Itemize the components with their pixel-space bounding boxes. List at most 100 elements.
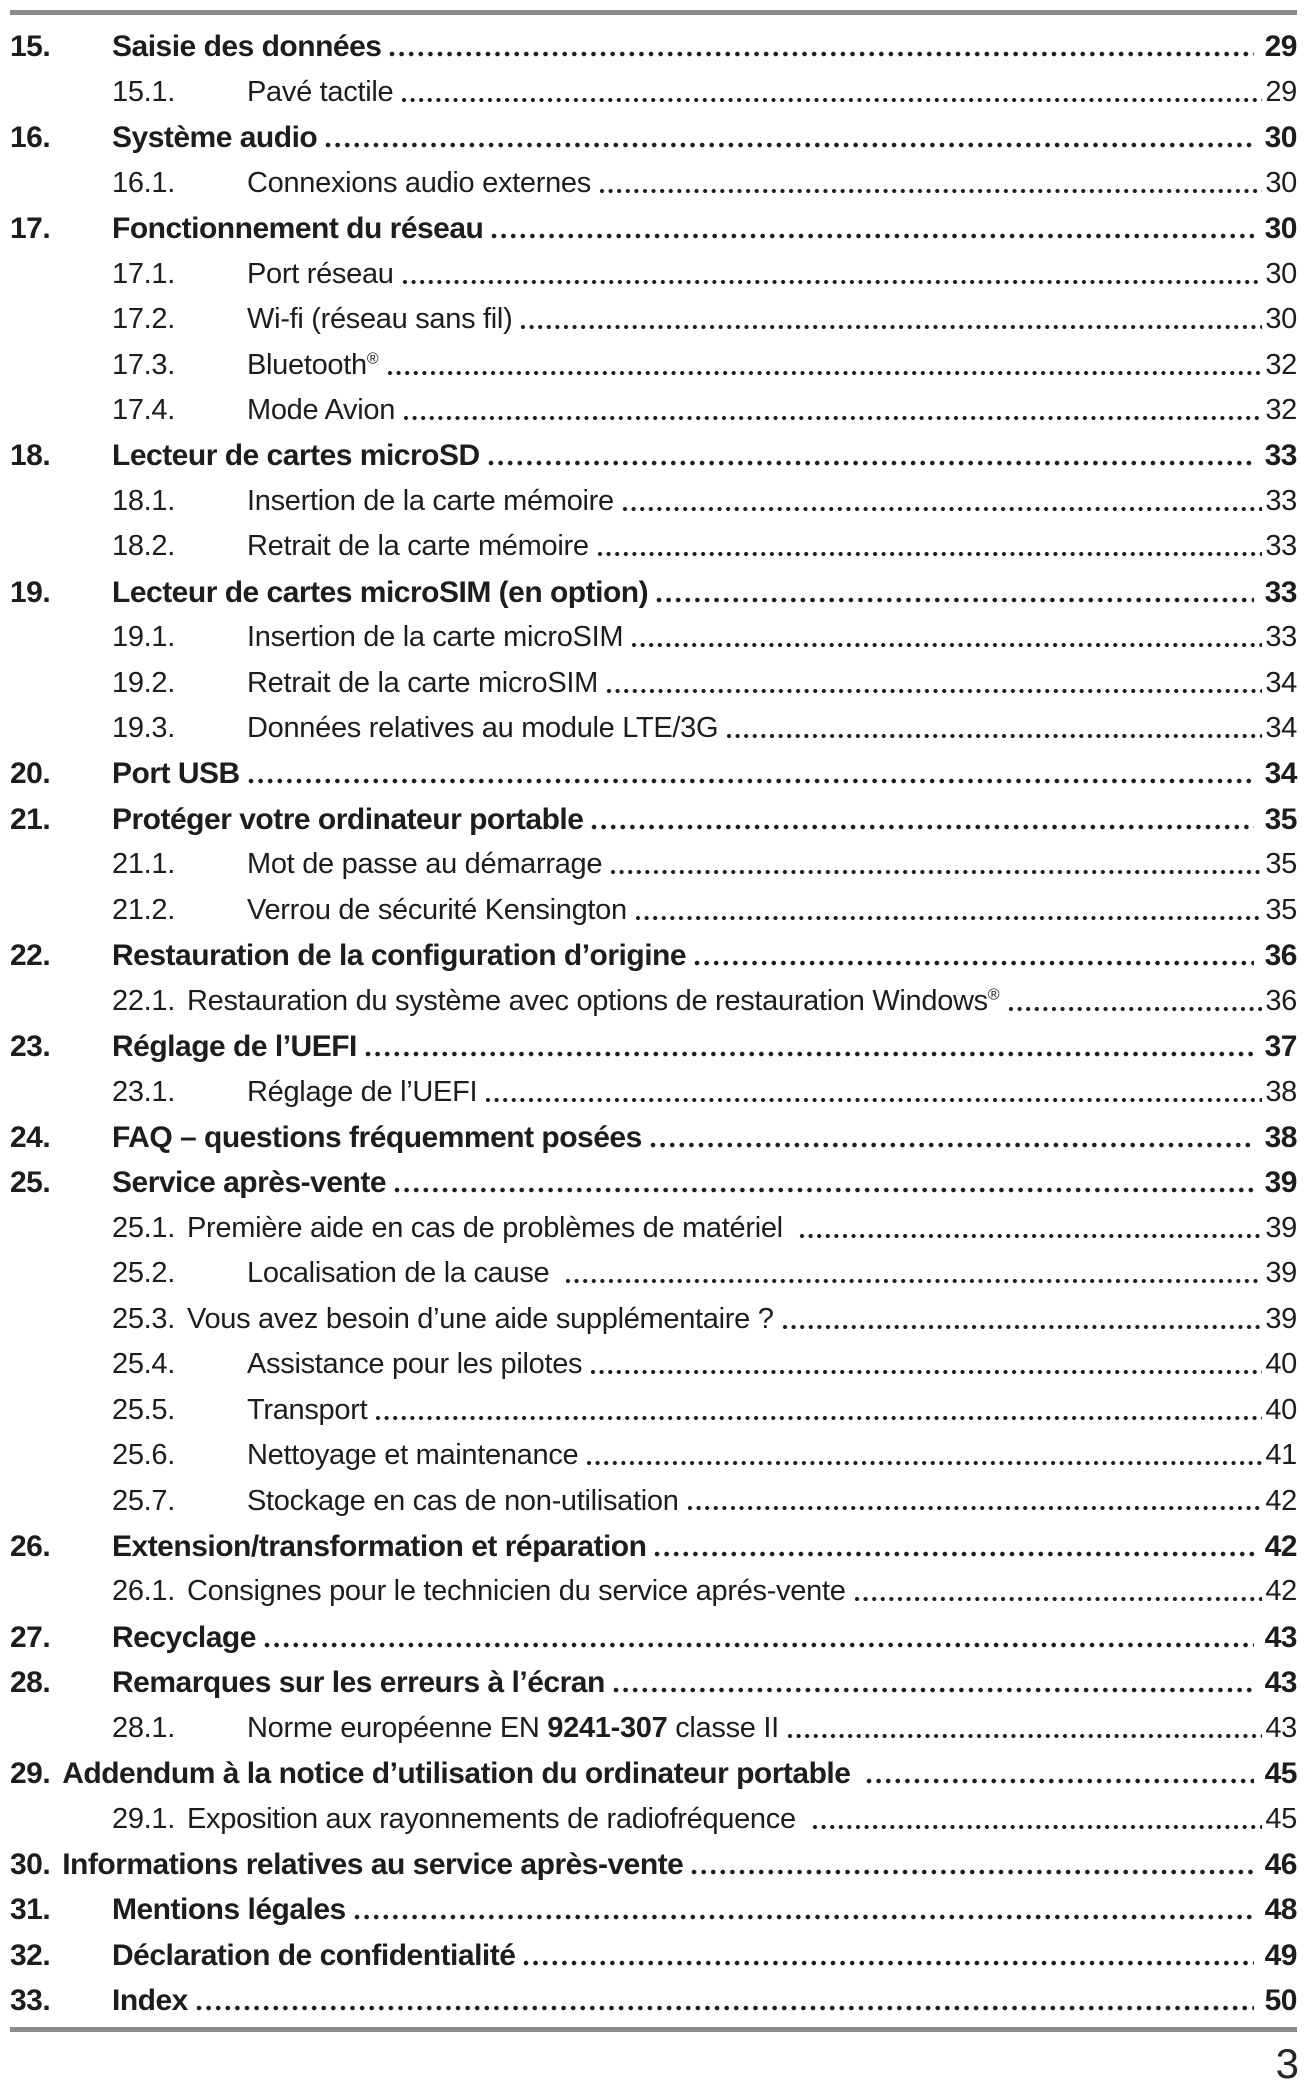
toc-entry-title: Mentions légales	[112, 1893, 346, 1927]
toc-entry-page: 29	[1264, 30, 1298, 64]
toc-row: 25.4. Assistance pour les pilotes 40	[10, 1342, 1297, 1387]
toc-row: 17.1. Port réseau 30	[10, 251, 1297, 296]
leader-dots	[631, 887, 1264, 926]
toc-entry-page: 43	[1264, 1666, 1298, 1700]
toc-entry-number: 15.	[10, 30, 51, 64]
toc-entry-page: 34	[1264, 757, 1298, 791]
toc-entry-title: Première aide en cas de problèmes de mat…	[187, 1211, 791, 1244]
toc-entry-title: Wi-fi (réseau sans fil)	[247, 303, 513, 336]
leader-dots	[609, 1660, 1255, 1699]
toc-row: 17.3. Bluetooth® 32	[10, 342, 1297, 387]
toc-entry-number: 19.3.	[112, 712, 175, 745]
leader-dots	[481, 1069, 1263, 1108]
toc-row: 22.1. Restauration du système avec option…	[10, 978, 1297, 1023]
toc-entry-page: 40	[1265, 1393, 1297, 1426]
toc-entry-number: 22.1.	[112, 984, 175, 1017]
toc-entry-page: 45	[1265, 1802, 1297, 1835]
leader-dots	[399, 388, 1263, 427]
toc-entry-page: 36	[1264, 939, 1298, 973]
toc-entry-title: Assistance pour les pilotes	[247, 1348, 583, 1381]
toc-entry-title: Pavé tactile	[247, 75, 394, 108]
toc-row: 16.1. Connexions audio externes 30	[10, 160, 1297, 205]
toc-entry-page: 30	[1265, 166, 1297, 199]
toc-entry-title: Bluetooth®	[247, 348, 379, 381]
toc-entry-number: 17.2.	[112, 303, 175, 336]
leader-dots	[516, 297, 1263, 336]
toc-row: 25. Service après-vente 39	[10, 1160, 1298, 1205]
toc-entry-title: Consignes pour le technicien du service …	[187, 1575, 846, 1608]
leader-dots	[350, 1887, 1255, 1926]
toc-entry-page: 43	[1265, 1711, 1297, 1744]
toc-entry-title: Données relatives au module LTE/3G	[247, 712, 719, 745]
toc-row: 25.6. Nettoyage et maintenance 41	[10, 1433, 1297, 1478]
toc-row: 19.3. Données relatives au module LTE/3G 3…	[10, 706, 1297, 751]
leader-dots	[244, 751, 1255, 790]
toc-entry-page: 35	[1265, 893, 1297, 926]
toc-entry-title: Stockage en cas de non-utilisation	[247, 1484, 679, 1517]
toc-entry-title: Remarques sur les erreurs à l’écran	[112, 1666, 605, 1700]
toc-entry-title: Vous avez besoin d’une aide supplémentai…	[187, 1302, 774, 1335]
toc-entry-title: Restauration de la configuration d’origi…	[112, 939, 687, 973]
toc-entry-number: 25.4.	[112, 1348, 175, 1381]
toc-entry-number: 30.	[10, 1847, 51, 1881]
toc-row: 33. Index 50	[10, 1978, 1298, 2023]
toc-row: 25.2. Localisation de la cause 39	[10, 1251, 1297, 1296]
toc-row: 20. Port USB 34	[10, 751, 1298, 796]
toc-entry-page: 29	[1265, 75, 1297, 108]
toc-row: 15. Saisie des données 29	[10, 24, 1298, 69]
toc-row: 24. FAQ – questions fréquemment posées 38	[10, 1115, 1298, 1160]
registered-trademark-symbol: ®	[987, 986, 1000, 1004]
toc-entry-page: 46	[1264, 1847, 1298, 1881]
toc-row: 23.1. Réglage de l’UEFI 38	[10, 1069, 1297, 1114]
toc-entry-title: Réglage de l’UEFI	[112, 1030, 357, 1064]
toc-entry-page: 37	[1264, 1030, 1298, 1064]
toc-row: 16. Système audio 30	[10, 115, 1298, 160]
toc-row: 31. Mentions légales 48	[10, 1887, 1298, 1932]
toc-row: 15.1. Pavé tactile 29	[10, 69, 1297, 114]
leader-dots	[586, 1342, 1263, 1381]
toc-entry-title: Déclaration de confidentialité	[112, 1938, 516, 1972]
toc-row: 17.4. Mode Avion 32	[10, 388, 1297, 433]
toc-entry-number: 17.	[10, 212, 51, 246]
toc-entry-page: 39	[1265, 1302, 1297, 1335]
toc-entry-page: 33	[1265, 484, 1297, 517]
leader-dots	[192, 1978, 1255, 2017]
toc-entry-number: 28.	[10, 1666, 51, 1700]
toc-entry-number: 21.1.	[112, 848, 175, 881]
leader-dots	[260, 1614, 1255, 1653]
toc-entry-title: Insertion de la carte microSIM	[247, 621, 624, 654]
toc-row: 26.1. Consignes pour le technicien du ser…	[10, 1569, 1297, 1614]
leader-dots	[795, 1205, 1264, 1244]
toc-row: 23. Réglage de l’UEFI 37	[10, 1024, 1298, 1069]
toc-entry-number: 29.1.	[112, 1802, 175, 1835]
toc-entry-title: Insertion de la carte mémoire	[247, 484, 614, 517]
leader-dots	[484, 433, 1255, 472]
toc-row: 19.1. Insertion de la carte microSIM 33	[10, 615, 1297, 660]
toc-entry-title: Addendum à la notice d’utilisation du or…	[62, 1757, 859, 1791]
leader-dots	[862, 1751, 1254, 1790]
toc-entry-title: Extension/transformation et réparation	[112, 1529, 647, 1563]
toc-entry-page: 41	[1265, 1439, 1297, 1472]
toc-entry-title: Saisie des données	[112, 30, 382, 64]
toc-entry-title: Retrait de la carte microSIM	[247, 666, 598, 699]
toc-entry-title: Système audio	[112, 121, 318, 155]
toc-entry-title: Lecteur de cartes microSIM (en option)	[112, 575, 649, 609]
leader-dots	[385, 24, 1254, 63]
toc-row: 32. Déclaration de confidentialité 49	[10, 1932, 1298, 1977]
toc-entry-page: 39	[1265, 1211, 1297, 1244]
leader-dots	[383, 342, 1264, 381]
toc-entry-page: 45	[1264, 1757, 1298, 1791]
registered-trademark-symbol: ®	[366, 349, 379, 367]
leader-dots	[593, 524, 1264, 563]
toc-entry-number: 22.	[10, 939, 51, 973]
leader-dots	[783, 1705, 1263, 1744]
toc-row: 29.1. Exposition aux rayonnements de radi…	[10, 1796, 1297, 1841]
toc-entry-number: 28.1.	[112, 1711, 175, 1744]
toc-entry-page: 33	[1265, 530, 1297, 563]
toc-entry-title: Connexions audio externes	[247, 166, 591, 199]
toc-entry-title: FAQ – questions fréquemment posées	[112, 1120, 642, 1154]
leader-dots	[683, 1478, 1264, 1517]
toc-entry-number: 23.1.	[112, 1075, 175, 1108]
leader-dots	[687, 1842, 1254, 1881]
